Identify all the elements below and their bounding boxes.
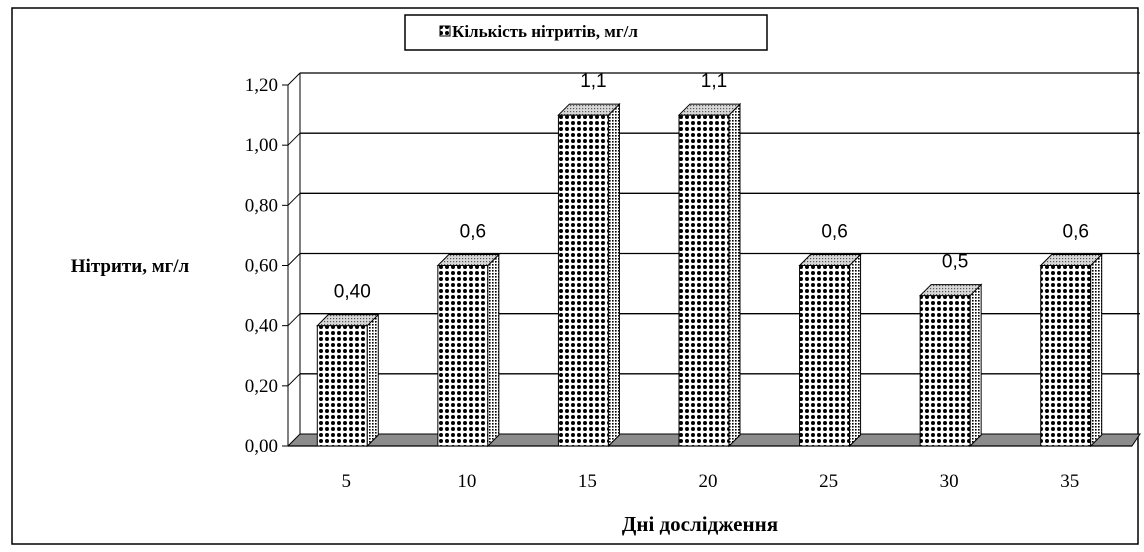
- y-axis-title: Нітрити, мг/л: [71, 256, 190, 277]
- data-label: 0,40: [334, 282, 371, 303]
- bar-25: [798, 253, 862, 448]
- data-label: 1,1: [580, 71, 606, 92]
- bar-side: [728, 102, 741, 448]
- y-tick-label: 0,20: [245, 376, 278, 397]
- x-tick-label: 15: [578, 471, 597, 492]
- y-tick-label: 0,00: [245, 436, 278, 457]
- y-tick-label: 0,60: [245, 256, 278, 277]
- data-labels: 0,40 0,6 1,1 1,1 0,6 0,5 0,6: [334, 71, 1089, 303]
- legend-label: Кількість нітритів, мг/л: [452, 22, 638, 41]
- bar-side: [487, 253, 500, 448]
- data-label: 0,6: [1063, 222, 1089, 243]
- x-tick-label: 30: [940, 471, 959, 492]
- bar-35: [1039, 253, 1103, 448]
- bar-front: [678, 114, 730, 447]
- bar-top: [316, 314, 380, 327]
- bar-front: [437, 265, 489, 447]
- gridline-depth: [287, 313, 301, 327]
- x-tick-label: 35: [1060, 471, 1079, 492]
- legend-swatch: [439, 25, 451, 37]
- x-axis-title: Дні дослідження: [622, 512, 778, 536]
- bar-side: [607, 102, 620, 448]
- bar-30: [918, 283, 983, 448]
- bar-side: [1090, 253, 1103, 448]
- bar-side: [366, 313, 379, 448]
- legend: Кількість нітритів, мг/л: [404, 14, 768, 51]
- bar-5: [316, 313, 380, 448]
- bar-front: [919, 295, 971, 447]
- bar-front: [316, 325, 368, 447]
- gridline-depth: [287, 373, 301, 387]
- bar-10: [436, 253, 501, 448]
- y-tick-label: 1,20: [245, 75, 278, 96]
- gridline-depth: [287, 253, 301, 266]
- gridline-depth: [287, 72, 301, 86]
- bar-front: [1040, 265, 1092, 447]
- bar-side: [969, 283, 982, 448]
- gridline-depth: [287, 132, 301, 146]
- bar-top: [677, 103, 742, 116]
- data-label: 0,5: [942, 252, 968, 273]
- y-tick-label: 0,80: [245, 195, 278, 216]
- bar-top: [918, 284, 983, 297]
- bar-top: [436, 254, 501, 266]
- data-label: 0,6: [821, 222, 847, 243]
- bar-15: [557, 102, 621, 448]
- x-tick-label: 10: [457, 471, 476, 492]
- y-tick-label: 1,00: [245, 135, 278, 156]
- y-tick-label: 0,40: [245, 316, 278, 337]
- bar-top: [557, 103, 621, 116]
- bars: [316, 102, 1103, 448]
- data-label: 0,6: [460, 222, 486, 243]
- bar-side: [849, 253, 862, 448]
- bar-front: [557, 114, 609, 447]
- bar-front: [799, 265, 851, 447]
- x-tick-label: 20: [699, 471, 718, 492]
- bar-20: [677, 102, 742, 448]
- legend-box: [404, 14, 768, 51]
- data-label: 1,1: [701, 71, 727, 92]
- x-tick-label: 25: [819, 471, 838, 492]
- gridline-depth: [287, 192, 301, 206]
- bar-top: [1039, 254, 1103, 266]
- bar-top: [798, 254, 862, 266]
- x-tick-label: 5: [342, 471, 352, 492]
